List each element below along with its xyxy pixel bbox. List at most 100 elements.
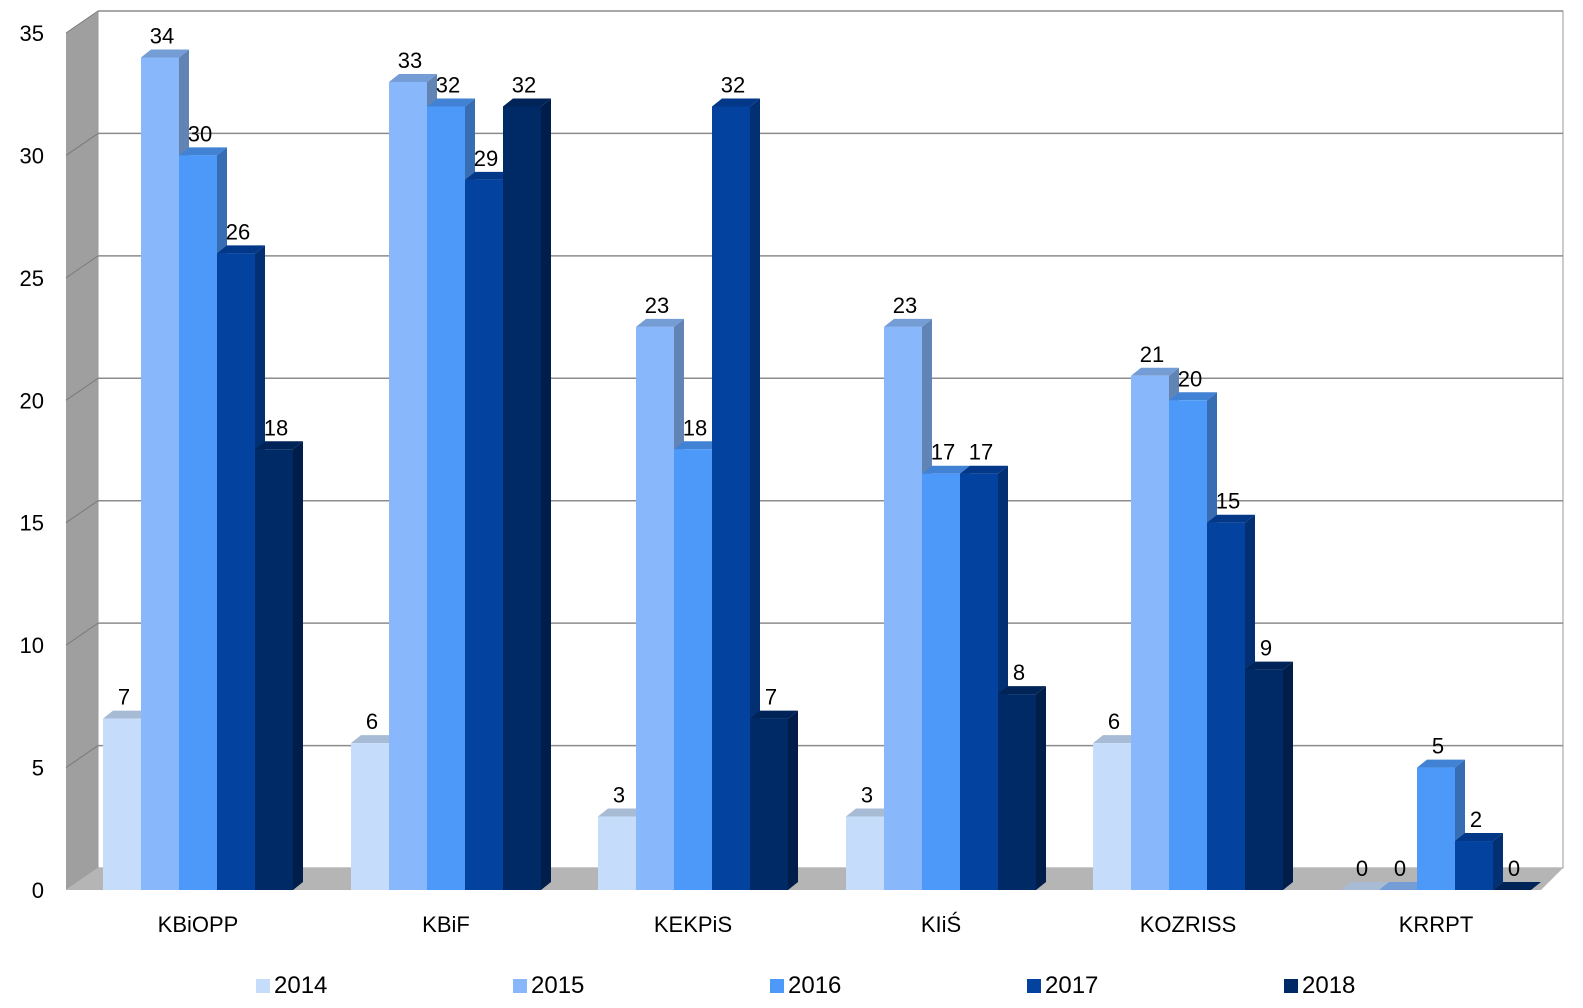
- data-label: 7: [765, 685, 777, 710]
- back-wall: [97, 10, 1564, 869]
- bar-top: [427, 98, 475, 107]
- bar-top: [674, 441, 722, 450]
- legend-label-2016: 2016: [788, 972, 842, 999]
- gridline-side: [65, 10, 99, 34]
- bar-front: [1417, 767, 1455, 890]
- gridline-side: [65, 377, 99, 401]
- bar-top: [103, 710, 151, 719]
- gridline-side: [65, 622, 99, 646]
- data-label: 30: [188, 121, 212, 146]
- bar-top: [141, 49, 189, 58]
- bar-top: [351, 735, 399, 744]
- legend-item-2016: 2016: [770, 972, 841, 1000]
- chart-walls: [66, 10, 1564, 890]
- data-label: 5: [1432, 734, 1444, 759]
- data-label: 0: [1356, 856, 1368, 881]
- bar: [1131, 367, 1179, 890]
- bar-side: [788, 710, 798, 890]
- category-label: KBiOPP: [158, 912, 239, 937]
- bar-top: [598, 808, 646, 817]
- bar-top: [1169, 392, 1217, 401]
- y-tick-label: 5: [32, 756, 44, 781]
- data-label: 0: [1508, 856, 1520, 881]
- bar: [255, 441, 303, 890]
- data-label: 17: [931, 440, 955, 465]
- bar-front: [960, 473, 998, 890]
- data-label: 0: [1394, 856, 1406, 881]
- bar-top: [217, 245, 265, 254]
- bar: [998, 686, 1046, 890]
- gridlines: [65, 10, 1563, 768]
- bar-top: [884, 318, 932, 327]
- data-label: 17: [969, 440, 993, 465]
- bar-front: [998, 694, 1036, 890]
- bar-front: [427, 106, 465, 890]
- bar-top: [1417, 759, 1465, 768]
- data-label: 7: [118, 685, 130, 710]
- bar-front: [389, 81, 427, 890]
- category-label: KOZRISS: [1140, 912, 1237, 937]
- bar: [1379, 882, 1427, 890]
- data-label: 26: [226, 219, 250, 244]
- category-label: KIiŚ: [921, 912, 961, 937]
- legend-swatch-2017: [1027, 979, 1041, 993]
- bar-top: [1455, 833, 1503, 842]
- bar-top: [1207, 514, 1255, 523]
- legend-swatch-2018: [1284, 979, 1298, 993]
- bar: [750, 710, 798, 890]
- bar-top: [1131, 367, 1179, 376]
- bar-front: [598, 816, 636, 890]
- bar-front: [179, 155, 217, 890]
- legend-item-2017: 2017: [1027, 972, 1098, 1000]
- legend-swatch-2015: [513, 979, 527, 993]
- bar-top: [1341, 882, 1389, 890]
- side-wall: [66, 11, 98, 890]
- data-label: 8: [1013, 660, 1025, 685]
- bar-front: [712, 106, 750, 890]
- bar-front: [1455, 841, 1493, 890]
- bar: [1493, 882, 1541, 890]
- data-label: 9: [1260, 636, 1272, 661]
- data-label: 3: [861, 783, 873, 808]
- data-label: 3: [613, 783, 625, 808]
- legend-item-2015: 2015: [513, 972, 584, 1000]
- bar-front: [884, 326, 922, 890]
- legend-item-2018: 2018: [1284, 972, 1355, 1000]
- bar-front: [1131, 375, 1169, 890]
- bars: [103, 49, 1541, 890]
- gridline-side: [65, 255, 99, 279]
- bar-side: [293, 441, 303, 890]
- y-tick-label: 10: [20, 633, 44, 658]
- legend-label-2018: 2018: [1302, 972, 1356, 999]
- data-label: 6: [1108, 709, 1120, 734]
- legend-item-2014: 2014: [256, 972, 327, 1000]
- bar-top: [960, 465, 1008, 474]
- bar-side: [1283, 661, 1293, 890]
- category-label: KBiF: [422, 912, 470, 937]
- bar-top: [1093, 735, 1141, 744]
- bar-front: [217, 253, 255, 890]
- data-label: 2: [1470, 807, 1482, 832]
- bar: [1455, 833, 1503, 890]
- bar-front: [1093, 743, 1131, 890]
- legend: 2014 2015 2016 2017 2018: [0, 966, 1583, 1006]
- data-label: 33: [398, 48, 422, 73]
- bar-top: [1379, 882, 1427, 890]
- bar-front: [1245, 669, 1283, 890]
- data-label: 18: [683, 415, 707, 440]
- data-label: 32: [512, 72, 536, 97]
- bar-front: [103, 718, 141, 890]
- gridline-side: [65, 500, 99, 524]
- bar-front: [750, 718, 788, 890]
- bar-top: [750, 710, 798, 719]
- bar-side: [1036, 686, 1046, 890]
- gridline-side: [65, 745, 99, 768]
- bar-top: [179, 147, 227, 156]
- legend-label-2017: 2017: [1045, 972, 1099, 999]
- bar-side: [541, 98, 551, 890]
- bar-side: [750, 98, 760, 890]
- bar-top: [1245, 661, 1293, 670]
- data-label: 21: [1140, 342, 1164, 367]
